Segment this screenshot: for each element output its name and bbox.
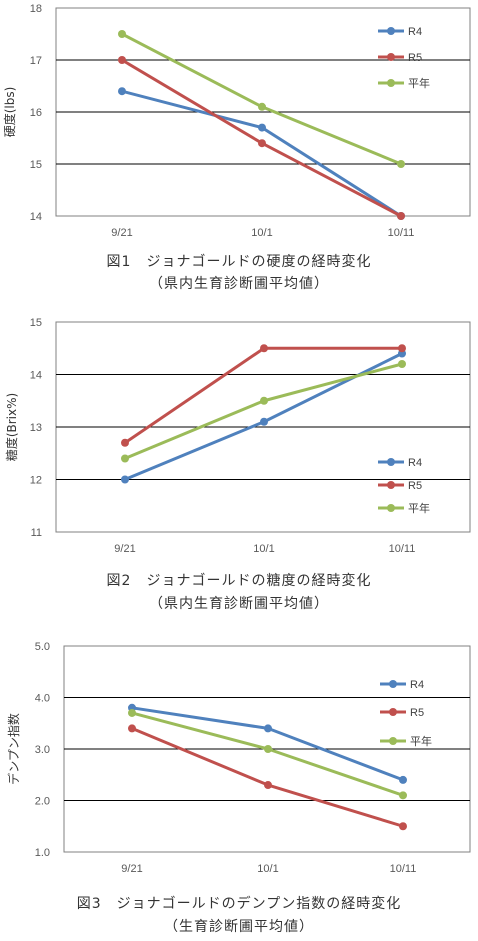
data-point <box>397 160 405 168</box>
data-point <box>264 724 272 733</box>
y-tick-label: 18 <box>30 3 42 15</box>
y-tick-label: 4.0 <box>35 693 50 705</box>
x-tick-label: 10/11 <box>390 863 417 875</box>
legend-label: R5 <box>408 52 422 64</box>
legend-label: R5 <box>410 707 424 719</box>
chart-svg: 11 12 13 14 15 9/21 10/1 10/11 糖度(Brix%) R4 R5 平年 <box>4 317 471 555</box>
data-point <box>398 344 406 353</box>
data-point <box>121 438 129 447</box>
y-axis-label: 糖度(Brix%) <box>4 393 19 461</box>
data-point <box>260 396 268 405</box>
chart-caption-line2: （生育診断圃平均値） <box>164 919 314 935</box>
y-tick-label: 17 <box>30 55 42 67</box>
y-tick-label: 14 <box>30 211 42 223</box>
legend-label: 平年 <box>408 501 430 515</box>
legend-marker <box>387 79 395 87</box>
y-tick-label: 16 <box>30 107 42 119</box>
chart-sugar: 11 12 13 14 15 9/21 10/1 10/11 糖度(Brix%) R4 R5 平年 図… <box>0 310 478 620</box>
legend-marker <box>389 737 397 745</box>
data-point <box>258 102 266 111</box>
chart-starch: 1.0 2.0 3.0 4.0 5.0 9/21 10/1 10/11 デンプン指数 R4 R5 平年… <box>0 632 478 941</box>
chart-caption-line2: （県内生育診断圃平均値） <box>149 276 329 292</box>
legend-label: 平年 <box>408 76 430 90</box>
y-tick-label: 3.0 <box>35 744 50 756</box>
y-axis-label: デンプン指数 <box>6 713 21 785</box>
data-point <box>118 30 126 38</box>
y-tick-label: 5.0 <box>35 641 50 653</box>
y-tick-label: 15 <box>30 317 42 329</box>
data-point <box>399 791 407 800</box>
legend-marker <box>387 481 395 489</box>
chart-caption-line1: 図2 ジョナゴールドの糖度の経時変化 <box>106 573 372 589</box>
data-point <box>121 454 129 463</box>
legend-label: R4 <box>410 679 424 691</box>
chart-hardness: 14 15 16 17 18 9/21 10/1 10/11 硬度(lbs) R4 R5 平年 図1 … <box>0 0 478 300</box>
x-tick-label: 10/11 <box>389 543 416 555</box>
y-tick-label: 1.0 <box>35 847 50 859</box>
x-tick-label: 10/1 <box>253 543 274 555</box>
y-tick-label: 12 <box>30 475 42 487</box>
y-tick-label: 15 <box>30 159 42 171</box>
x-tick-label: 9/21 <box>114 543 135 555</box>
legend-marker <box>389 708 397 716</box>
data-point <box>399 775 407 784</box>
data-point <box>264 745 272 753</box>
chart-svg: 14 15 16 17 18 9/21 10/1 10/11 硬度(lbs) R4 R5 平年 <box>2 3 471 239</box>
legend-label: R4 <box>408 26 422 38</box>
data-point <box>128 724 136 733</box>
chart-caption-line1: 図1 ジョナゴールドの硬度の経時変化 <box>106 254 372 270</box>
data-point <box>128 708 136 717</box>
legend-label: R5 <box>408 480 422 492</box>
chart-svg: 1.0 2.0 3.0 4.0 5.0 9/21 10/1 10/11 デンプン指数 R4 R5 平年 <box>6 641 471 875</box>
y-axis-label: 硬度(lbs) <box>2 87 17 138</box>
x-tick-label: 9/21 <box>121 863 142 875</box>
data-point <box>118 56 126 64</box>
data-point <box>121 475 129 484</box>
data-point <box>258 139 266 148</box>
data-point <box>260 344 268 353</box>
x-tick-label: 10/1 <box>257 863 278 875</box>
legend-marker <box>389 680 397 688</box>
chart-caption-line2: （県内生育診断圃平均値） <box>149 596 329 612</box>
x-tick-label: 9/21 <box>111 227 132 239</box>
x-tick-label: 10/11 <box>388 227 415 239</box>
legend-marker <box>387 53 395 61</box>
legend-label: R4 <box>408 457 422 469</box>
legend-marker <box>387 458 395 466</box>
data-point <box>118 87 126 96</box>
data-point <box>258 123 266 132</box>
data-point <box>264 781 272 790</box>
data-point <box>260 417 268 426</box>
data-point <box>399 822 407 831</box>
y-tick-label: 14 <box>30 370 42 382</box>
y-tick-label: 2.0 <box>35 796 50 808</box>
y-tick-label: 11 <box>31 527 42 539</box>
data-point <box>397 212 405 220</box>
y-tick-label: 13 <box>30 422 42 434</box>
chart-caption-line1: 図3 ジョナゴールドのデンプン指数の経時変化 <box>76 896 402 912</box>
legend-label: 平年 <box>410 734 432 748</box>
legend-marker <box>387 504 395 512</box>
data-point <box>398 360 406 368</box>
legend-marker <box>387 27 395 35</box>
x-tick-label: 10/1 <box>251 227 272 239</box>
